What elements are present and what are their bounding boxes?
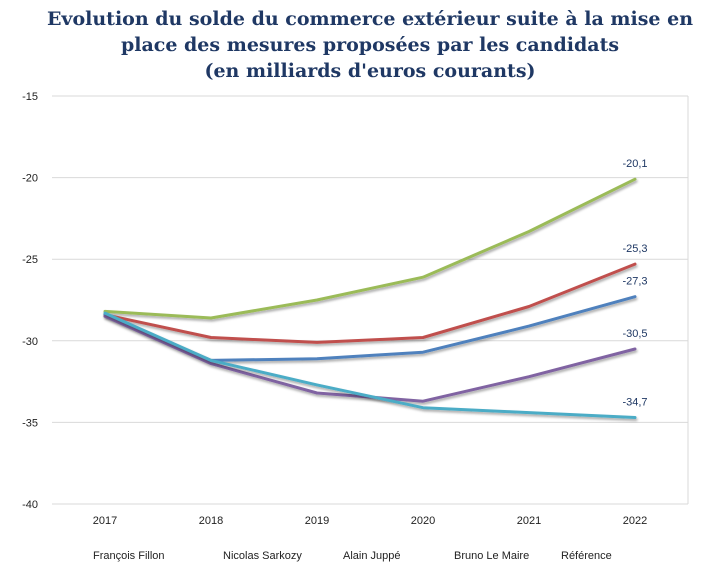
x-tick-label: 2020 xyxy=(411,515,435,527)
y-tick-label: -35 xyxy=(22,417,38,429)
series-lines xyxy=(103,177,637,419)
x-tick-label: 2017 xyxy=(93,515,117,527)
data-labels: -20,1 -25,3 -27,3 -30,5 -34,7 xyxy=(622,158,647,408)
y-tick-label: -25 xyxy=(22,254,38,266)
data-label: -25,3 xyxy=(622,243,647,255)
x-tick-label: 2021 xyxy=(517,515,541,527)
legend-entry: Nicolas Sarkozy xyxy=(223,550,302,562)
data-label: -27,3 xyxy=(622,276,647,288)
chart-title-line-2: place des mesures proposées par les cand… xyxy=(120,34,620,56)
y-axis-tick-labels: -15 -20 -25 -30 -35 -40 xyxy=(22,91,38,511)
grid-lines xyxy=(52,95,689,505)
x-tick-label: 2019 xyxy=(305,515,329,527)
y-tick-label: -15 xyxy=(22,91,38,103)
chart-title: Evolution du solde du commerce extérieur… xyxy=(40,6,700,84)
legend-entry: François Fillon xyxy=(93,550,165,562)
data-label: -30,5 xyxy=(622,328,647,340)
legend-entry: Alain Juppé xyxy=(343,550,401,562)
data-label: -20,1 xyxy=(622,158,647,170)
series-line xyxy=(103,262,637,344)
y-tick-label: -30 xyxy=(22,336,38,348)
chart-title-line-1: Evolution du solde du commerce extérieur… xyxy=(46,8,694,30)
y-tick-label: -40 xyxy=(22,499,38,511)
chart-title-line-3: (en milliards d'euros courants) xyxy=(204,60,536,82)
x-tick-label: 2018 xyxy=(199,515,223,527)
data-label: -34,7 xyxy=(622,397,647,409)
series-line xyxy=(103,311,637,419)
x-tick-label: 2022 xyxy=(623,515,647,527)
y-tick-label: -20 xyxy=(22,173,38,185)
legend: François Fillon Nicolas Sarkozy Alain Jupp… xyxy=(66,550,612,562)
series-line xyxy=(103,314,637,403)
x-axis-tick-labels: 2017 2018 2019 2020 2021 2022 xyxy=(93,515,647,527)
series-line xyxy=(103,177,637,320)
legend-entry: Bruno Le Maire xyxy=(454,550,529,562)
legend-entry: Référence xyxy=(561,550,612,562)
